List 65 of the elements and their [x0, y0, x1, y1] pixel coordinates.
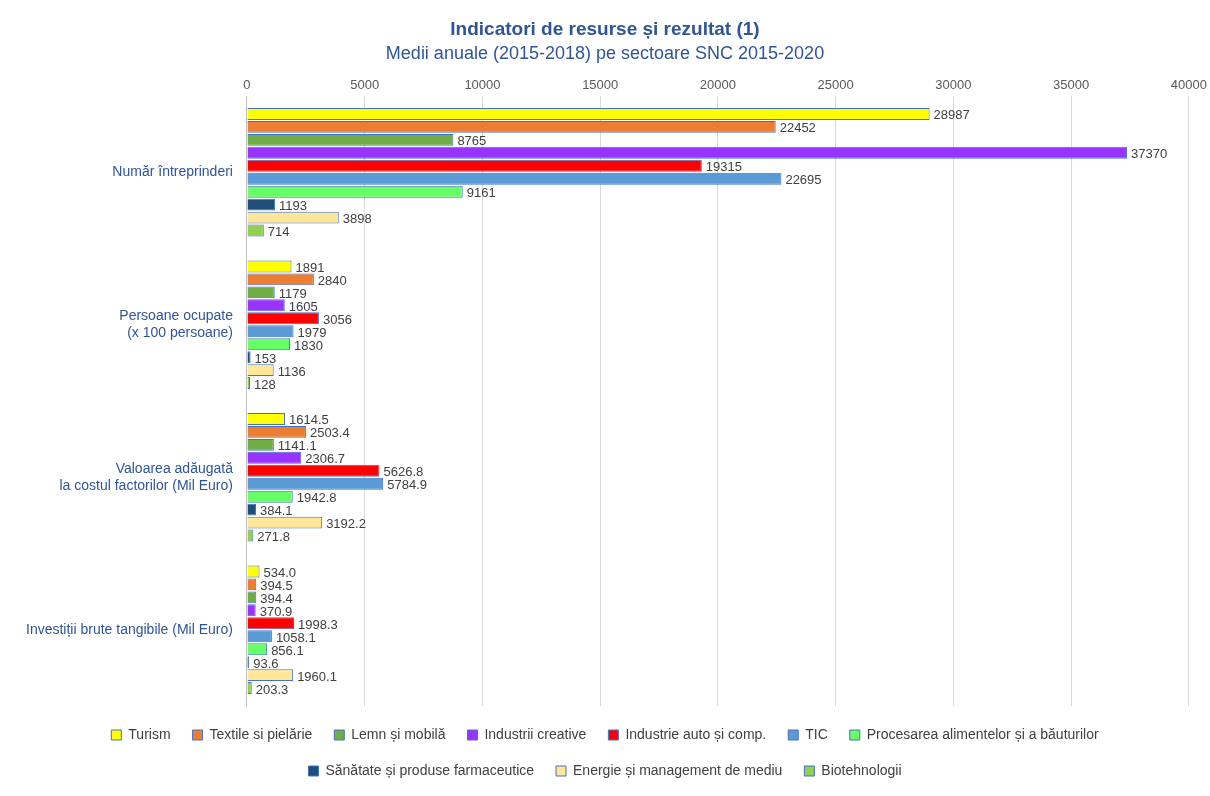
x-tick-label: 15000	[582, 76, 619, 92]
legend-label: Energie și management de mediu	[573, 761, 783, 778]
data-label: 1058.1	[275, 629, 316, 645]
data-label: 1891	[295, 260, 325, 275]
data-label: 2503.4	[309, 425, 350, 441]
data-label: 1605	[288, 298, 318, 314]
data-label: 22695	[785, 172, 822, 188]
x-tick-label: 30000	[935, 76, 972, 92]
data-label: 93.6	[253, 655, 279, 671]
data-label: 22452	[779, 120, 816, 136]
data-label: 1179	[278, 285, 307, 301]
data-label: 394.5	[260, 577, 293, 593]
data-label: 856.1	[271, 642, 304, 658]
legend-label: Turism	[128, 725, 171, 742]
x-tick-label: 5000	[350, 76, 380, 92]
data-label: 534.0	[263, 565, 297, 580]
legend-label: Sănătate și produse farmaceutice	[325, 761, 535, 778]
data-label: 1998.3	[298, 616, 338, 632]
data-label: 5784.9	[387, 477, 427, 493]
x-tick-label: 25000	[817, 76, 854, 92]
data-label: 1614.5	[288, 412, 329, 428]
data-label: 1193	[279, 198, 308, 214]
data-label: 1830	[294, 337, 323, 353]
y-tick-label: Persoane ocupate (x 100 persoane)	[119, 307, 234, 341]
data-label: 153	[254, 350, 277, 366]
data-label: 2840	[317, 272, 347, 288]
legend-label: Lemn și mobilă	[351, 725, 446, 742]
data-label: 3898	[342, 211, 372, 227]
data-label: 384.1	[260, 503, 293, 519]
data-label: 8765	[457, 133, 487, 149]
data-label: 1136	[277, 363, 306, 379]
data-label: 19315	[705, 159, 742, 175]
y-tick-label: Valoarea adăugată la costul factorilor (Mil Euro)	[59, 459, 234, 493]
x-tick-label: 20000	[699, 76, 737, 92]
data-label: 271.8	[257, 529, 290, 545]
data-label: 3192.2	[326, 516, 366, 532]
data-label: 128	[253, 376, 276, 392]
chart-title: Indicatori de resurse și rezultat (1)	[450, 17, 760, 39]
x-tick-label: 40000	[1170, 76, 1207, 92]
x-tick-label: 10000	[464, 76, 501, 92]
data-label: 203.3	[255, 681, 289, 697]
data-label: 370.9	[259, 603, 293, 619]
data-label: 28987	[933, 107, 970, 123]
data-label: 1960.1	[297, 668, 337, 684]
legend-label: Textile si pielărie	[209, 725, 313, 742]
legend-label: Industrie auto și comp.	[625, 725, 767, 742]
legend-label: Procesarea alimentelor și a băuturilor	[866, 725, 1099, 742]
data-label: 714	[267, 224, 290, 240]
y-tick-label: Număr întreprinderi	[112, 163, 233, 180]
legend-label: Industrii creative	[484, 725, 587, 742]
legend-label: TIC	[805, 725, 828, 742]
data-label: 1979	[297, 324, 327, 340]
x-tick-label: 0	[243, 76, 251, 92]
data-label: 37370	[1130, 146, 1168, 162]
data-label: 1141.1	[277, 438, 317, 454]
legend-label: Biotehnologii	[821, 761, 902, 778]
x-tick-label: 35000	[1053, 76, 1090, 92]
chart-subtitle: Medii anuale (2015-2018) pe sectoare SNC 2015-2020	[385, 42, 825, 63]
data-label: 394.4	[260, 590, 293, 606]
data-label: 3056	[322, 311, 352, 327]
data-label: 9161	[466, 185, 496, 201]
data-label: 2306.7	[305, 451, 346, 467]
data-label: 1942.8	[296, 490, 337, 506]
y-tick-label: Investiții brute tangibile (Mil Euro)	[25, 620, 233, 637]
data-label: 5626.8	[383, 464, 424, 480]
